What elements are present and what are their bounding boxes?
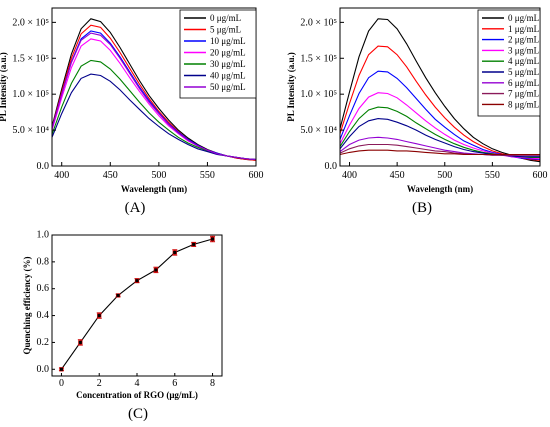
x-tick-label: 500 [151,170,166,181]
legend-entry-4: 4 μg/mL [508,56,539,66]
series-line-0 [339,18,541,163]
legend-entry-6: 50 μg/mL [210,82,246,92]
legend-entry-6: 6 μg/mL [508,78,539,88]
chart-panel-b: 400 450 500 550 600 0.0 5.0 × 10⁴ 1.0 × 10⁵ 1.5 … [286,7,548,194]
x-tick-label: 4 [135,378,140,389]
panel-label-c: (C) [128,406,148,422]
x-tick-label: 6 [172,378,177,389]
y-tick-label: 0.0 [37,161,50,172]
y-tick-label: 1.5 × 10⁵ [300,53,337,64]
y-tick-label: 1.0 × 10⁵ [300,89,337,100]
x-tick-label: 0 [59,378,64,389]
panel-label-b: (B) [412,200,432,216]
legend-entry-8: 8 μg/mL [508,99,539,109]
data-point [172,250,177,255]
series-line-7 [339,143,540,156]
y-tick-label: 2.0 × 10⁵ [300,17,337,28]
y-tick-label: 0.8 [37,256,50,267]
x-tick-label: 2 [97,378,102,389]
legend-entry-3: 20 μg/mL [210,48,246,58]
x-tick-label: 600 [533,170,548,181]
legend-entry-1: 5 μg/mL [210,25,241,35]
y-tick-label: 0.0 [325,161,338,172]
legend-box [477,9,541,117]
x-tick-label: 500 [437,170,452,181]
x-tick-label: 400 [342,170,357,181]
x-tick-label: 550 [485,170,500,181]
legend-entry-0: 0 μg/mL [508,13,539,23]
series-line-6 [339,136,540,156]
legend-box [179,9,257,99]
data-point [59,367,64,372]
legend-entry-0: 0 μg/mL [210,13,241,23]
data-point [78,340,83,345]
chart-panel-a: 400 450 500 550 600 0.0 5.0 × 10⁴ 1.0 × 10⁵ 1.5 … [0,7,264,194]
legend-entry-1: 1 μg/mL [508,24,539,34]
y-axis-label: PL Intensity (a.u.) [0,52,8,122]
y-tick-label: 1.5 × 10⁵ [12,53,49,64]
y-tick-label: 0.2 [37,337,50,348]
y-tick-label: 5.0 × 10⁴ [300,125,337,136]
y-tick-label: 1.0 [37,230,50,241]
x-tick-label: 550 [200,170,215,181]
data-point [97,313,102,318]
legend-entry-2: 10 μg/mL [210,36,246,46]
data-point [153,267,158,273]
legend-entry-5: 5 μg/mL [508,67,539,77]
y-axis-label: PL Intensity (a.u.) [286,52,296,122]
data-point [116,293,121,298]
series-line [60,238,213,370]
y-tick-label: 0.0 [37,364,50,375]
legend-entry-5: 40 μg/mL [210,71,246,81]
series-line-6 [51,32,257,161]
x-tick-label: 400 [54,170,69,181]
y-tick-label: 0.4 [37,310,50,321]
panel-label-a: (A) [125,200,146,216]
x-axis-label: Wavelength (nm) [407,184,473,194]
y-axis-label: Quenching efficiency (%) [22,257,32,355]
x-tick-label: 8 [210,378,215,389]
y-tick-label: 1.0 × 10⁵ [12,89,49,100]
legend-entry-4: 30 μg/mL [210,59,246,69]
data-point [191,242,196,247]
legend: 0 μg/mL1 μg/mL2 μg/mL3 μg/mL4 μg/mL5 μg/… [477,9,541,117]
data-point [210,236,215,242]
x-tick-label: 450 [103,170,118,181]
plot-frame [51,234,223,377]
chart-panel-c: 0 2 4 6 8 0.0 0.2 0.4 0.6 0.8 1.0 Concentration of … [22,230,223,400]
series-line-8 [339,149,540,156]
legend-entry-2: 2 μg/mL [508,35,539,45]
x-axis-label: Wavelength (nm) [121,184,187,194]
x-tick-label: 600 [249,170,264,181]
legend-entry-7: 7 μg/mL [508,89,539,99]
data-point [134,278,140,283]
y-tick-label: 0.6 [37,283,50,294]
y-tick-label: 5.0 × 10⁴ [12,125,49,136]
y-tick-label: 2.0 × 10⁵ [12,17,49,28]
x-axis-label: Concentration of RGO (μg/mL) [76,390,198,400]
x-tick-label: 450 [390,170,405,181]
legend-entry-3: 3 μg/mL [508,45,539,55]
